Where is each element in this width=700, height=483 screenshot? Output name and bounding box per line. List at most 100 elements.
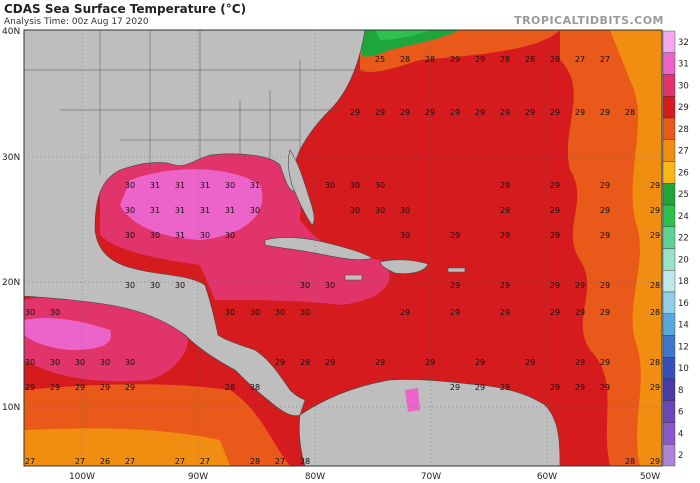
jamaica-land — [344, 274, 363, 281]
svg-text:29: 29 — [300, 358, 310, 367]
svg-text:29: 29 — [325, 358, 335, 367]
svg-text:28: 28 — [250, 457, 260, 466]
east-edge-orange — [610, 30, 662, 466]
colorbar-label-16: 16 — [678, 299, 689, 309]
sst-row-13: 30 30 30 30 30 29 29 29 29 29 29 29 29 2… — [25, 358, 660, 367]
svg-text:30: 30 — [375, 206, 385, 215]
svg-text:29: 29 — [650, 457, 660, 466]
svg-text:31: 31 — [250, 181, 260, 190]
svg-text:28: 28 — [625, 457, 635, 466]
colorbar-swatch-16 — [662, 291, 676, 314]
colorbar-label-6: 6 — [678, 408, 683, 418]
svg-text:29: 29 — [550, 206, 560, 215]
colorbar-swatch-6 — [662, 400, 676, 423]
lon-label-60w: 60W — [537, 472, 557, 482]
svg-text:28: 28 — [650, 281, 660, 290]
svg-text:29: 29 — [450, 281, 460, 290]
svg-text:29: 29 — [600, 206, 610, 215]
colorbar-label-4: 4 — [678, 429, 683, 439]
brand-watermark: TROPICALTIDBITS.COM — [514, 14, 664, 27]
svg-text:31: 31 — [200, 181, 210, 190]
sst-row-33: 29 29 29 29 29 29 29 29 29 29 29 28 — [350, 108, 635, 117]
svg-text:30: 30 — [125, 181, 135, 190]
colorbar-swatch-10 — [662, 357, 676, 380]
map-title: CDAS Sea Surface Temperature (°C) — [4, 2, 247, 16]
svg-text:30: 30 — [400, 206, 410, 215]
svg-text:29: 29 — [425, 358, 435, 367]
svg-text:30: 30 — [125, 281, 135, 290]
svg-text:30: 30 — [400, 231, 410, 240]
svg-text:29: 29 — [25, 383, 35, 392]
svg-text:30: 30 — [225, 231, 235, 240]
colorbar-swatch-29 — [662, 96, 676, 119]
colorbar-label-30: 30 — [678, 81, 689, 91]
svg-text:29: 29 — [75, 383, 85, 392]
map-frame — [23, 29, 663, 467]
svg-text:30: 30 — [300, 281, 310, 290]
svg-text:30: 30 — [125, 358, 135, 367]
svg-text:27: 27 — [125, 457, 135, 466]
svg-text:29: 29 — [50, 383, 60, 392]
svg-text:30: 30 — [100, 358, 110, 367]
svg-text:30: 30 — [75, 358, 85, 367]
svg-text:29: 29 — [425, 108, 435, 117]
svg-text:29: 29 — [275, 358, 285, 367]
svg-text:30: 30 — [200, 231, 210, 240]
svg-text:28: 28 — [625, 108, 635, 117]
colorbar-label-22: 22 — [678, 234, 689, 244]
longitude-labels: 100W 90W 80W 70W 60W 50W — [69, 472, 660, 482]
svg-text:30: 30 — [150, 281, 160, 290]
lon-label-70w: 70W — [421, 472, 441, 482]
svg-text:29: 29 — [375, 358, 385, 367]
svg-text:27: 27 — [575, 55, 585, 64]
svg-text:29: 29 — [575, 383, 585, 392]
sst-row-6: 27 27 26 27 27 27 28 27 28 28 29 — [25, 457, 660, 466]
svg-text:29: 29 — [600, 108, 610, 117]
lat-label-30n: 30N — [2, 153, 20, 163]
colorbar-label-26: 26 — [678, 168, 689, 178]
colorbar-label-12: 12 — [678, 342, 689, 352]
svg-text:25: 25 — [375, 55, 385, 64]
colorbar-swatch-12 — [662, 335, 676, 358]
svg-text:29: 29 — [575, 358, 585, 367]
svg-text:29: 29 — [650, 383, 660, 392]
colorbar-label-25: 25 — [678, 190, 689, 200]
colorbar-label-27: 27 — [678, 147, 689, 157]
colorbar-swatch-32 — [662, 30, 676, 53]
svg-text:29: 29 — [500, 308, 510, 317]
svg-text:29: 29 — [575, 308, 585, 317]
cuba-land — [264, 237, 373, 260]
svg-text:29: 29 — [500, 231, 510, 240]
colorbar-swatch-20 — [662, 248, 676, 271]
svg-text:31: 31 — [175, 181, 185, 190]
svg-text:29: 29 — [600, 358, 610, 367]
colorbar-label-32: 32 — [678, 38, 689, 48]
svg-text:29: 29 — [550, 231, 560, 240]
svg-text:31: 31 — [150, 206, 160, 215]
svg-text:29: 29 — [375, 108, 385, 117]
colorbar-swatch-18 — [662, 270, 676, 293]
sst-row-28: 30 31 31 31 30 31 30 30 30 29 29 29 29 — [125, 181, 660, 190]
svg-text:30: 30 — [325, 181, 335, 190]
svg-text:28: 28 — [550, 55, 560, 64]
colorbar-swatch-4 — [662, 422, 676, 445]
colorbar-label-8: 8 — [678, 386, 683, 396]
pacific-hot-spot — [24, 318, 111, 350]
colorbar-label-28: 28 — [678, 125, 689, 135]
svg-text:29: 29 — [550, 281, 560, 290]
svg-text:30: 30 — [225, 308, 235, 317]
lon-label-90w: 90W — [188, 472, 208, 482]
svg-text:28: 28 — [650, 358, 660, 367]
colorbar-swatch-25 — [662, 183, 676, 206]
colorbar-swatch-30 — [662, 74, 676, 97]
sst-row-40: 25 28 28 29 29 28 28 28 27 27 — [375, 55, 610, 64]
svg-text:29: 29 — [450, 308, 460, 317]
svg-text:30: 30 — [50, 308, 60, 317]
latitude-labels: 40N 30N 20N 10N — [2, 27, 20, 413]
svg-text:30: 30 — [25, 308, 35, 317]
sst-row-26: 30 31 31 31 31 30 30 30 30 29 29 29 29 — [125, 206, 660, 215]
colorbar-label-18: 18 — [678, 277, 689, 287]
svg-text:29: 29 — [100, 383, 110, 392]
colorbar-swatch-24 — [662, 204, 676, 227]
